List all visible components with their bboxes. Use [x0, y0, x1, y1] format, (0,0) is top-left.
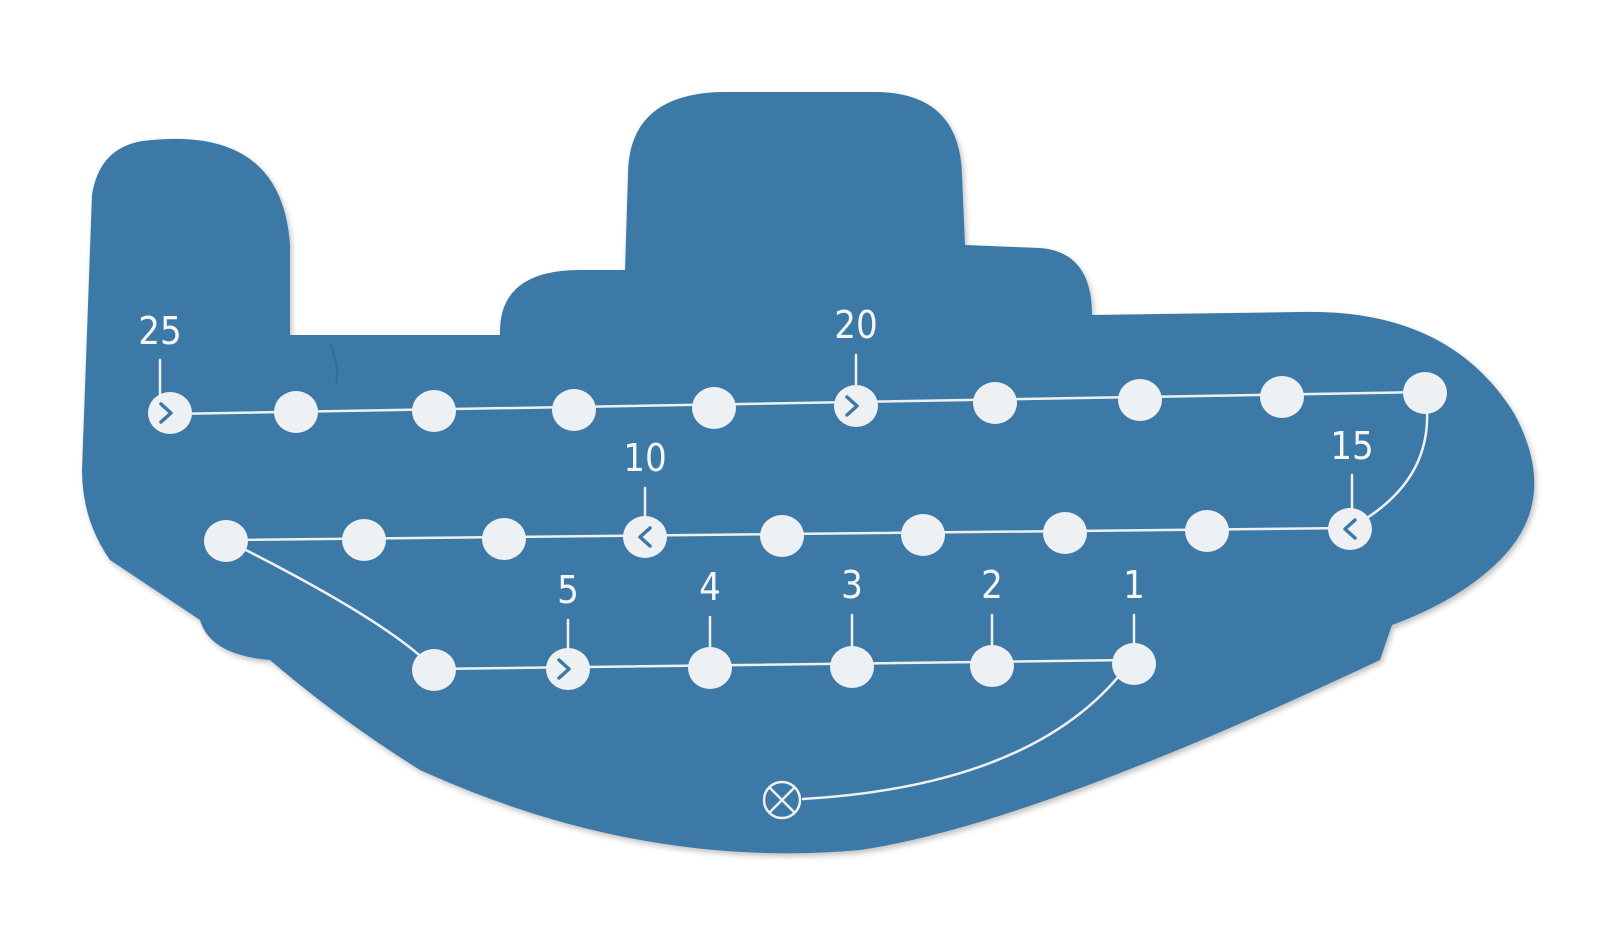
label-5: 5 — [557, 568, 579, 612]
path-line-start — [801, 660, 1132, 801]
dot-17 — [1260, 376, 1304, 418]
crease-mark — [329, 344, 339, 386]
dot-15 — [1328, 508, 1372, 550]
dot-16 — [1403, 372, 1447, 414]
milestone-arrows — [159, 395, 1357, 680]
label-20: 20 — [834, 303, 878, 347]
label-15: 15 — [1330, 424, 1374, 468]
dot-23 — [412, 390, 456, 432]
dot-19 — [973, 382, 1017, 424]
dot-9 — [482, 518, 526, 560]
label-2: 2 — [981, 563, 1003, 607]
label-1: 1 — [1123, 563, 1145, 607]
dot-21 — [692, 387, 736, 429]
dot-7 — [204, 520, 248, 562]
label-3: 3 — [841, 563, 863, 607]
arrow-right-icon — [159, 402, 173, 424]
dot-10 — [623, 516, 667, 558]
dot-22 — [552, 389, 596, 431]
label-10: 10 — [623, 436, 667, 480]
arrow-right-icon — [845, 395, 859, 417]
dot-11 — [760, 515, 804, 557]
dot-3 — [830, 646, 874, 688]
dot-6 — [412, 649, 456, 691]
arrow-left-icon — [638, 526, 652, 548]
path-line-top — [168, 390, 1427, 416]
dot-12 — [901, 514, 945, 556]
dot-8 — [342, 519, 386, 561]
label-4: 4 — [699, 565, 721, 609]
dot-4 — [688, 647, 732, 689]
label-25: 25 — [138, 309, 182, 353]
ship-board — [82, 92, 1535, 854]
arrow-right-icon — [557, 658, 571, 680]
arrow-left-icon — [1343, 518, 1357, 540]
dot-13 — [1043, 512, 1087, 554]
dot-24 — [274, 391, 318, 433]
dot-1 — [1112, 643, 1156, 685]
dot-18 — [1118, 379, 1162, 421]
dot-14 — [1185, 510, 1229, 552]
dot-2 — [970, 645, 1014, 687]
start-circled-x-icon — [762, 780, 802, 820]
counter-dots — [148, 372, 1447, 691]
